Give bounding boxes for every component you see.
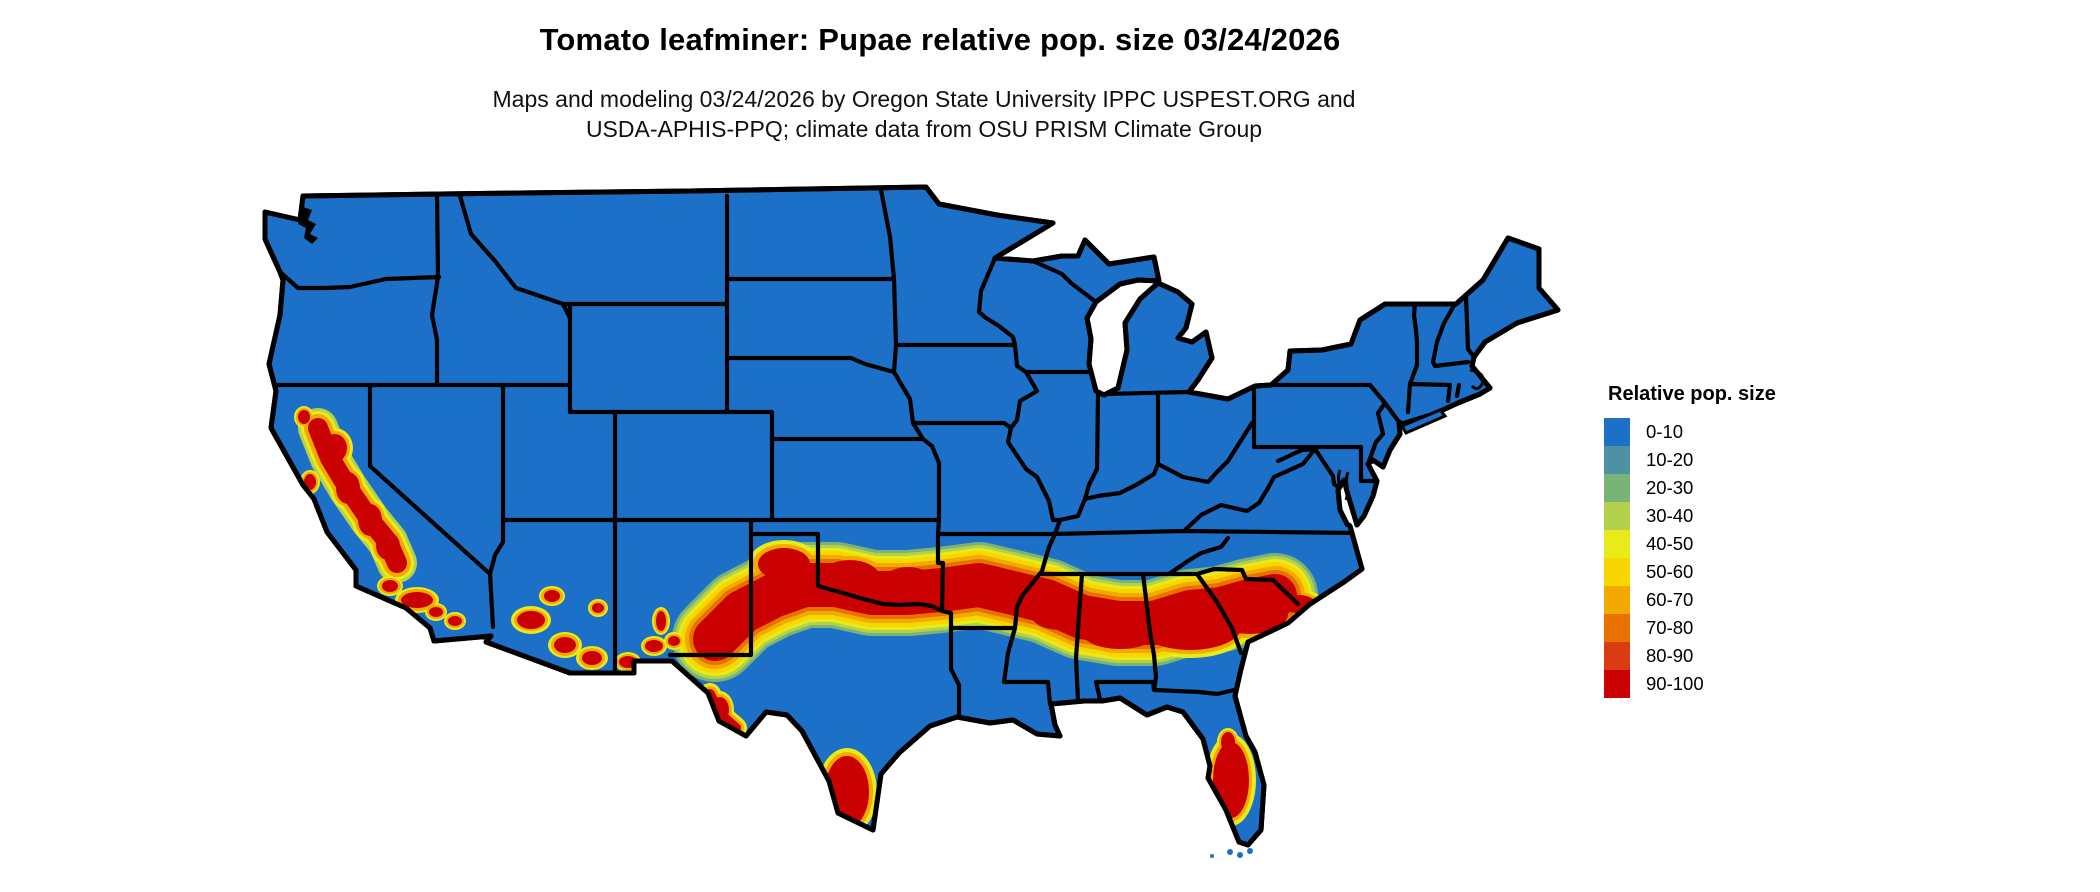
legend-swatch — [1604, 474, 1630, 502]
legend-title: Relative pop. size — [1608, 383, 1776, 405]
legend-item: 20-30 — [1604, 474, 1834, 502]
puget-sound — [298, 206, 318, 244]
legend-swatch — [1604, 530, 1630, 558]
legend-item: 0-10 — [1604, 418, 1834, 446]
legend-item: 50-60 — [1604, 558, 1834, 586]
legend-swatch — [1604, 670, 1630, 698]
subtitle-line-2: USDA-APHIS-PPQ; climate data from OSU PR… — [585, 116, 1263, 142]
legend: Relative pop. size 0-10 10-20 20-30 30-40 40… — [1604, 383, 1834, 698]
legend-swatch — [1604, 502, 1630, 530]
legend-label: 10-20 — [1646, 449, 1694, 470]
legend-swatch — [1604, 418, 1630, 446]
legend-label: 80-90 — [1646, 645, 1694, 666]
chesapeake-bay — [1336, 469, 1350, 501]
legend-label: 20-30 — [1646, 477, 1694, 498]
long-island — [1399, 408, 1448, 435]
legend-label: 50-60 — [1646, 561, 1694, 582]
florida-keys — [1210, 848, 1253, 858]
legend-label: 60-70 — [1646, 589, 1694, 610]
legend-label: 30-40 — [1646, 505, 1694, 526]
legend-swatch — [1604, 614, 1630, 642]
legend-swatch — [1604, 446, 1630, 474]
subtitle-line-1: Maps and modeling 03/24/2026 by Oregon S… — [492, 86, 1356, 112]
legend-label: 90-100 — [1646, 673, 1704, 694]
legend-item: 30-40 — [1604, 502, 1834, 530]
legend-item: 80-90 — [1604, 642, 1834, 670]
legend-items: 0-10 10-20 20-30 30-40 40-50 50-60 60-70 70-80 8… — [1604, 418, 1834, 698]
legend-label: 40-50 — [1646, 533, 1694, 554]
heat-layer-red — [298, 410, 1316, 828]
legend-item: 90-100 — [1604, 670, 1834, 698]
us-choropleth-map — [240, 180, 1580, 880]
page-subtitle: Maps and modeling 03/24/2026 by Oregon S… — [0, 84, 1848, 144]
map-svg — [262, 184, 1561, 858]
state-borders — [273, 187, 1477, 719]
legend-item: 60-70 — [1604, 586, 1834, 614]
legend-swatch — [1604, 642, 1630, 670]
legend-item: 40-50 — [1604, 530, 1834, 558]
legend-label: 0-10 — [1646, 421, 1684, 442]
legend-swatch — [1604, 558, 1630, 586]
legend-item: 70-80 — [1604, 614, 1834, 642]
legend-item: 10-20 — [1604, 446, 1834, 474]
us-coastline — [262, 184, 1561, 848]
legend-swatch — [1604, 586, 1630, 614]
cape-cod — [1469, 368, 1485, 391]
legend-label: 70-80 — [1646, 617, 1694, 638]
page-title: Tomato leafminer: Pupae relative pop. si… — [539, 22, 1341, 57]
